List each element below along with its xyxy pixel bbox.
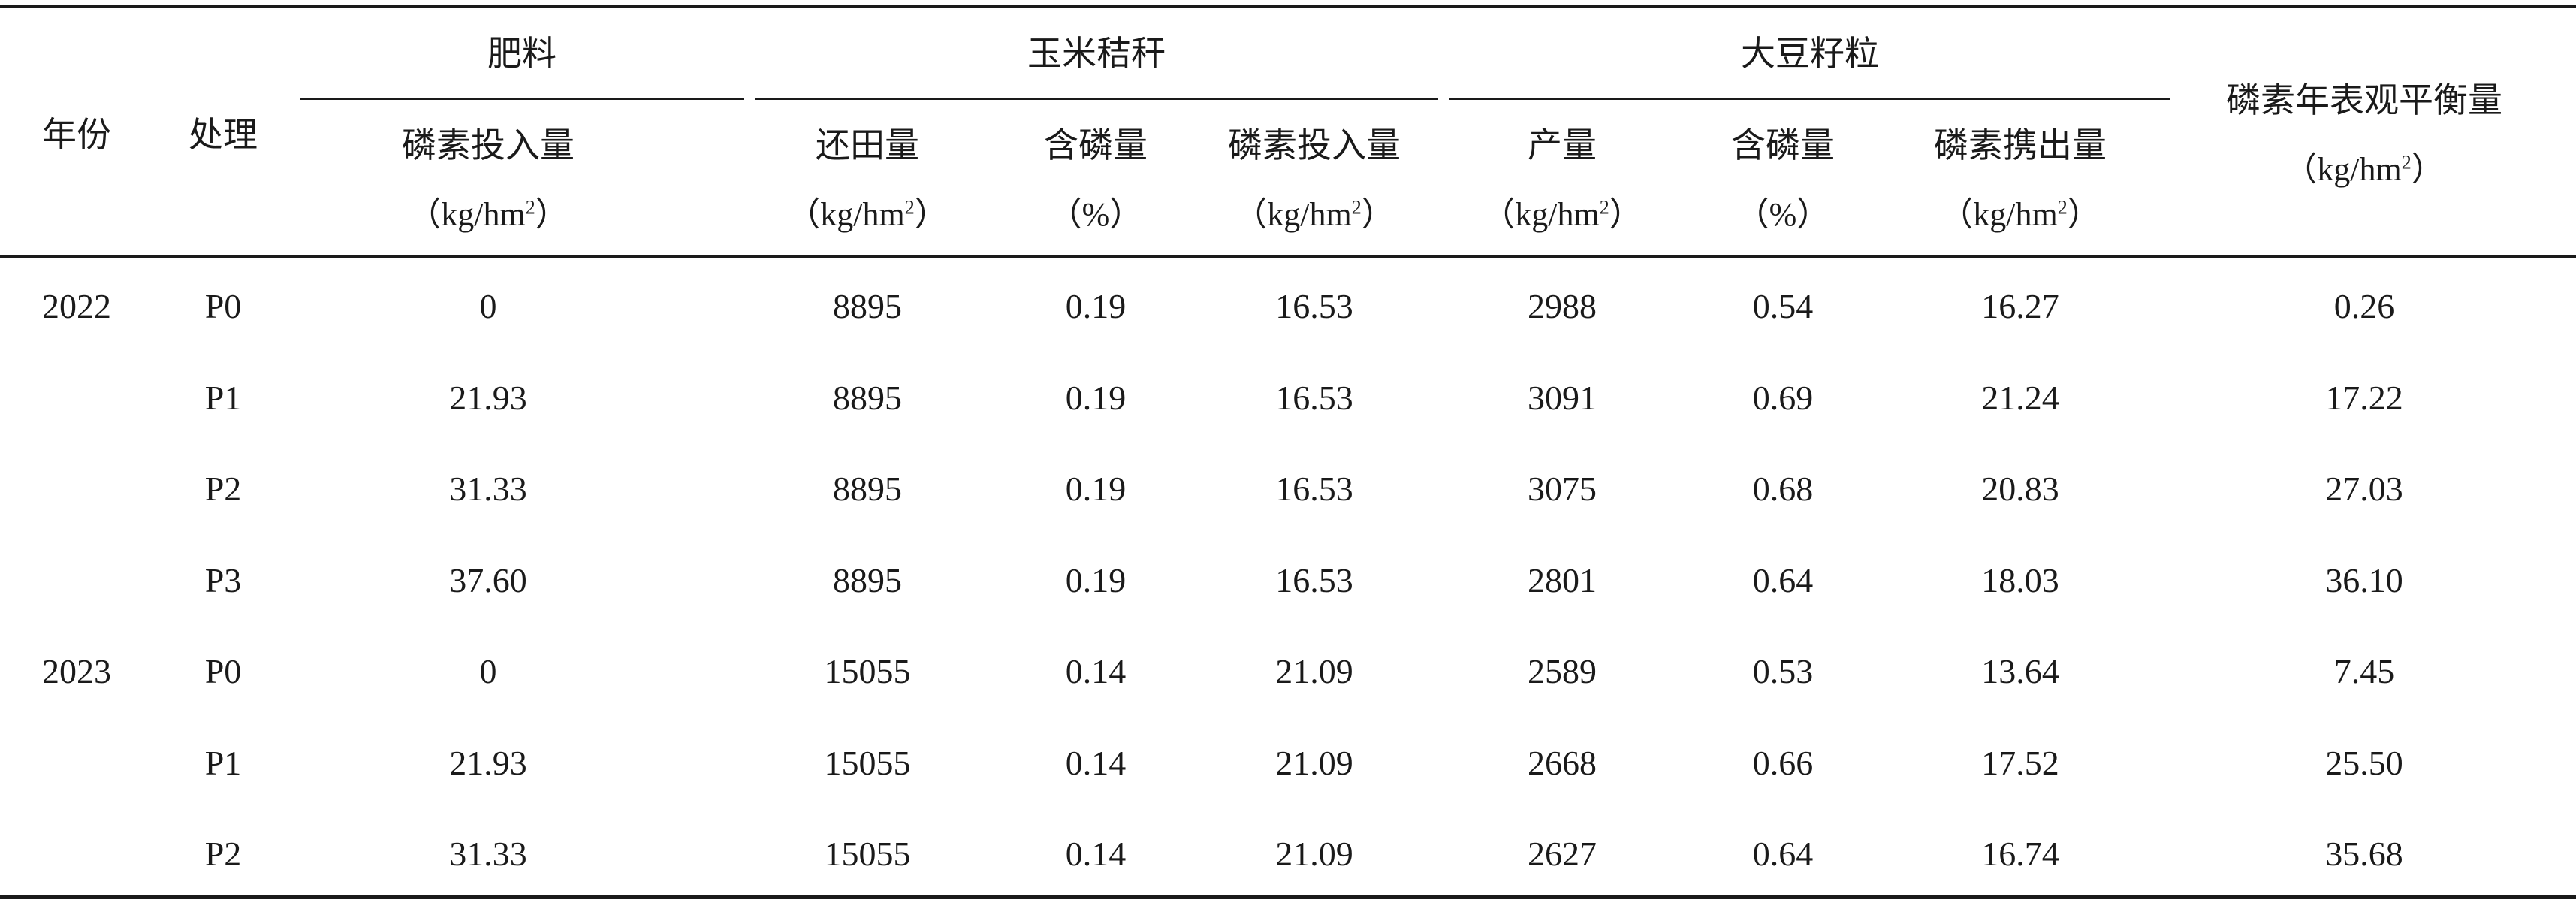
cell-straw-p-input: 21.09 bbox=[1275, 835, 1353, 873]
unit-soy-yield: （kg/hm2） bbox=[1482, 196, 1642, 233]
cell-balance: 7.45 bbox=[2333, 652, 2395, 690]
cell-soy-p-content: 0.69 bbox=[1752, 378, 1814, 417]
cell-treatment: P0 bbox=[204, 652, 242, 690]
cell-balance: 17.22 bbox=[2325, 378, 2403, 417]
header-straw-p-content: 含磷量 bbox=[1044, 126, 1148, 165]
cell-year: 2022 bbox=[42, 287, 111, 325]
cell-straw-p-input: 21.09 bbox=[1275, 743, 1353, 782]
header-straw-p-input: 磷素投入量 bbox=[1228, 126, 1401, 165]
header-bottom-rule bbox=[0, 255, 2576, 258]
cell-straw-return: 8895 bbox=[833, 378, 902, 417]
cell-straw-p-content: 0.19 bbox=[1065, 470, 1127, 508]
cell-straw-return: 8895 bbox=[833, 287, 902, 325]
cell-soy-p-content: 0.64 bbox=[1752, 560, 1814, 599]
cell-fert-p-input: 31.33 bbox=[449, 835, 527, 873]
group-soybean: 大豆籽粒 bbox=[1741, 35, 1879, 73]
header-fert-p-input: 磷素投入量 bbox=[402, 126, 575, 165]
cell-straw-p-content: 0.14 bbox=[1065, 743, 1127, 782]
cell-straw-return: 8895 bbox=[833, 560, 902, 599]
cell-fert-p-input: 21.93 bbox=[449, 743, 527, 782]
header-soy-p-content: 含磷量 bbox=[1731, 126, 1835, 165]
unit-soy-p-content: （%） bbox=[1736, 196, 1830, 233]
cell-soy-yield: 3091 bbox=[1528, 378, 1597, 417]
group-rule-straw bbox=[755, 98, 1438, 100]
cell-soy-p-output: 16.27 bbox=[1981, 287, 2059, 325]
cell-soy-p-content: 0.68 bbox=[1752, 470, 1814, 508]
header-year: 年份 bbox=[42, 116, 111, 154]
cell-soy-p-output: 13.64 bbox=[1981, 652, 2059, 690]
cell-soy-p-content: 0.54 bbox=[1752, 287, 1814, 325]
cell-fert-p-input: 0 bbox=[479, 652, 497, 690]
cell-straw-return: 8895 bbox=[833, 470, 902, 508]
header-soy-yield: 产量 bbox=[1528, 126, 1597, 165]
cell-soy-p-content: 0.66 bbox=[1752, 743, 1814, 782]
cell-straw-p-content: 0.19 bbox=[1065, 560, 1127, 599]
cell-fert-p-input: 31.33 bbox=[449, 470, 527, 508]
unit-straw-p-input: （kg/hm2） bbox=[1234, 196, 1395, 233]
cell-soy-yield: 2627 bbox=[1528, 835, 1597, 873]
group-straw: 玉米秸秆 bbox=[1027, 35, 1166, 73]
cell-balance: 25.50 bbox=[2325, 743, 2403, 782]
cell-straw-p-input: 16.53 bbox=[1275, 560, 1353, 599]
cell-soy-p-output: 16.74 bbox=[1981, 835, 2059, 873]
cell-straw-p-content: 0.14 bbox=[1065, 835, 1127, 873]
cell-balance: 36.10 bbox=[2325, 560, 2403, 599]
cell-soy-yield: 2988 bbox=[1528, 287, 1597, 325]
cell-fert-p-input: 21.93 bbox=[449, 378, 527, 417]
cell-soy-p-output: 21.24 bbox=[1981, 378, 2059, 417]
cell-straw-return: 15055 bbox=[824, 652, 911, 690]
cell-soy-p-output: 17.52 bbox=[1981, 743, 2059, 782]
cell-soy-p-output: 18.03 bbox=[1981, 560, 2059, 599]
cell-balance: 0.26 bbox=[2333, 287, 2395, 325]
group-rule-fertilizer bbox=[300, 98, 744, 100]
cell-soy-p-output: 20.83 bbox=[1981, 470, 2059, 508]
cell-soy-yield: 2801 bbox=[1528, 560, 1597, 599]
cell-straw-p-content: 0.19 bbox=[1065, 287, 1127, 325]
cell-year: 2023 bbox=[42, 652, 111, 690]
unit-soy-p-output: （kg/hm2） bbox=[1940, 196, 2101, 233]
cell-soy-yield: 2668 bbox=[1528, 743, 1597, 782]
cell-straw-return: 15055 bbox=[824, 835, 911, 873]
cell-soy-yield: 3075 bbox=[1528, 470, 1597, 508]
group-fertilizer: 肥料 bbox=[487, 35, 557, 73]
cell-fert-p-input: 0 bbox=[479, 287, 497, 325]
cell-soy-yield: 2589 bbox=[1528, 652, 1597, 690]
cell-soy-p-content: 0.64 bbox=[1752, 835, 1814, 873]
table-top-rule bbox=[0, 5, 2576, 8]
header-straw-return: 还田量 bbox=[816, 126, 919, 165]
cell-treatment: P2 bbox=[204, 470, 242, 508]
header-soy-p-output: 磷素携出量 bbox=[1934, 126, 2107, 165]
cell-straw-p-input: 16.53 bbox=[1275, 470, 1353, 508]
group-rule-soybean bbox=[1449, 98, 2170, 100]
cell-treatment: P2 bbox=[204, 835, 242, 873]
cell-fert-p-input: 37.60 bbox=[449, 560, 527, 599]
cell-straw-return: 15055 bbox=[824, 743, 911, 782]
header-balance-unit: （kg/hm2） bbox=[2284, 151, 2445, 188]
cell-straw-p-content: 0.14 bbox=[1065, 652, 1127, 690]
header-treatment: 处理 bbox=[189, 116, 258, 154]
cell-soy-p-content: 0.53 bbox=[1752, 652, 1814, 690]
cell-treatment: P0 bbox=[204, 287, 242, 325]
header-balance: 磷素年表观平衡量 bbox=[2226, 81, 2502, 119]
cell-balance: 35.68 bbox=[2325, 835, 2403, 873]
unit-straw-p-content: （%） bbox=[1048, 196, 1143, 233]
cell-straw-p-input: 16.53 bbox=[1275, 287, 1353, 325]
cell-straw-p-content: 0.19 bbox=[1065, 378, 1127, 417]
unit-straw-return: （kg/hm2） bbox=[787, 196, 948, 233]
cell-straw-p-input: 16.53 bbox=[1275, 378, 1353, 417]
cell-treatment: P1 bbox=[204, 378, 242, 417]
unit-fert-p-input: （kg/hm2） bbox=[408, 196, 569, 233]
cell-straw-p-input: 21.09 bbox=[1275, 652, 1353, 690]
cell-treatment: P1 bbox=[204, 743, 242, 782]
cell-balance: 27.03 bbox=[2325, 470, 2403, 508]
cell-treatment: P3 bbox=[204, 560, 242, 599]
table-bottom-rule bbox=[0, 895, 2576, 899]
